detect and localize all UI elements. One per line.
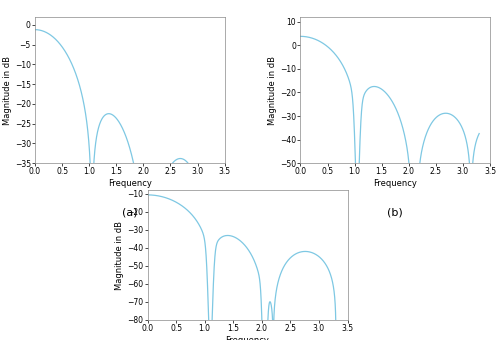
X-axis label: Frequency: Frequency bbox=[108, 179, 152, 188]
X-axis label: Frequency: Frequency bbox=[226, 336, 270, 340]
Y-axis label: Magnitude in dB: Magnitude in dB bbox=[116, 221, 124, 289]
Text: (b): (b) bbox=[388, 207, 403, 217]
Text: (a): (a) bbox=[122, 207, 138, 217]
X-axis label: Frequency: Frequency bbox=[374, 179, 417, 188]
Y-axis label: Magnitude in dB: Magnitude in dB bbox=[3, 56, 12, 124]
Y-axis label: Magnitude in dB: Magnitude in dB bbox=[268, 56, 278, 124]
